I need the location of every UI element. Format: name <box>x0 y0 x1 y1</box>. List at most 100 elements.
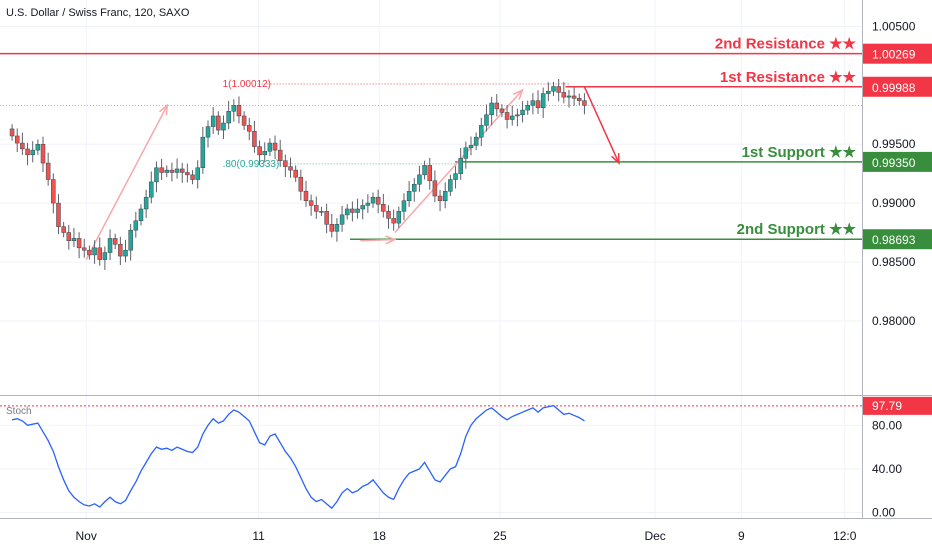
price-axis: 1.00269 0.99988 0.99350 0.98693 1.00500 0.995… <box>863 19 932 328</box>
candle-body <box>540 93 546 108</box>
candle-body <box>231 105 237 112</box>
candle-body <box>448 179 453 192</box>
candle-body <box>499 108 505 113</box>
candle-body <box>365 202 371 206</box>
candle-body <box>458 158 463 174</box>
stoch-tick-label: 0.00 <box>872 506 896 520</box>
candle-body <box>551 86 556 92</box>
candle-body <box>149 181 154 198</box>
candle-body <box>556 86 561 93</box>
candle-body <box>51 179 56 204</box>
projection-down-arrow <box>583 86 620 164</box>
fib-annotations: 1(1.00012) .80(0.99333) <box>223 79 569 170</box>
candle-body <box>535 100 541 108</box>
candle-body <box>314 205 319 212</box>
candle-body <box>164 169 170 173</box>
candle-body <box>566 95 572 98</box>
level-price-tag <box>863 43 932 64</box>
candle-body <box>520 109 525 116</box>
candle-body <box>509 115 515 120</box>
candle-body <box>262 151 267 156</box>
level-price-label: 0.98693 <box>872 233 916 247</box>
candle-body <box>87 249 92 256</box>
stoch-level-tag <box>863 396 932 415</box>
candle-body <box>489 102 494 116</box>
time-tick-label: 9 <box>738 529 745 543</box>
candle-body <box>401 200 407 212</box>
candle-body <box>45 162 51 180</box>
candle-body <box>515 114 520 117</box>
candle-body <box>61 226 66 233</box>
time-tick-label: 18 <box>373 529 387 543</box>
candle-body <box>381 204 386 212</box>
candle-body <box>66 232 72 242</box>
base-arrow-head <box>385 235 397 245</box>
candle-body <box>185 172 190 176</box>
candle-body <box>138 208 144 222</box>
time-tick-label: 25 <box>493 529 507 543</box>
fib-label: 1(1.00012) <box>223 79 271 90</box>
candle-body <box>344 208 350 216</box>
projection-down-arrow-head <box>611 153 620 165</box>
candle-body <box>195 167 200 180</box>
level-price-label: 0.99350 <box>872 156 916 170</box>
candle-body <box>350 208 355 213</box>
time-tick-label: 11 <box>252 529 265 543</box>
candle-body <box>159 167 164 173</box>
candle-body <box>546 90 551 94</box>
candle-body <box>577 98 582 101</box>
stoch-title: Stoch <box>6 406 32 417</box>
candle-body <box>479 125 484 138</box>
level-price-tag <box>863 76 932 97</box>
candle-body <box>226 111 231 124</box>
stoch-line <box>11 404 585 510</box>
candle-body <box>20 142 25 150</box>
candle-body <box>112 238 118 245</box>
candle-body <box>375 196 381 205</box>
candle-body <box>267 142 273 152</box>
candle-body <box>252 131 257 147</box>
candle-body <box>241 115 247 126</box>
candle-body <box>386 211 391 219</box>
price-tick-label: 1.00500 <box>872 19 916 33</box>
candle-body <box>40 143 46 164</box>
candle-body <box>143 196 149 210</box>
candle-body <box>35 143 41 151</box>
candle-body <box>370 196 376 204</box>
candle-body <box>179 168 185 173</box>
candle-body <box>417 174 422 185</box>
candle-body <box>221 122 226 131</box>
price-tick-label: 0.98500 <box>872 255 916 269</box>
fib-label: .80(0.99333) <box>223 159 280 170</box>
candle-body <box>76 238 82 249</box>
candle-body <box>107 238 113 253</box>
candle-body <box>30 149 35 156</box>
candle-body <box>360 205 365 210</box>
candle-body <box>406 191 412 201</box>
candle-body <box>319 211 324 213</box>
price-tick-label: 0.99500 <box>872 137 916 151</box>
level-name: 1st Resistance ★★ <box>720 69 857 86</box>
candle-body <box>468 145 474 149</box>
level-price-label: 0.99988 <box>872 81 916 95</box>
level-name: 2nd Resistance ★★ <box>715 36 857 53</box>
rally-arrow <box>85 105 168 260</box>
candle-body <box>571 95 577 99</box>
candlestick-series <box>9 79 587 270</box>
candle-body <box>412 184 417 192</box>
candle-body <box>437 195 443 201</box>
candle-body <box>525 105 530 111</box>
time-tick-label: 12:0 <box>833 529 857 543</box>
candle-body <box>484 114 489 126</box>
candle-body <box>102 252 108 260</box>
time-axis: Nov 11 18 25 Dec 9 12:0 <box>76 529 857 543</box>
time-tick-label: Dec <box>644 529 665 543</box>
candle-body <box>530 100 536 106</box>
chart-grid <box>0 0 932 519</box>
candle-body <box>174 168 180 173</box>
candle-body <box>561 92 567 98</box>
candle-body <box>56 202 61 227</box>
candle-body <box>494 102 500 110</box>
stoch-tick-label: 80.00 <box>872 418 902 432</box>
